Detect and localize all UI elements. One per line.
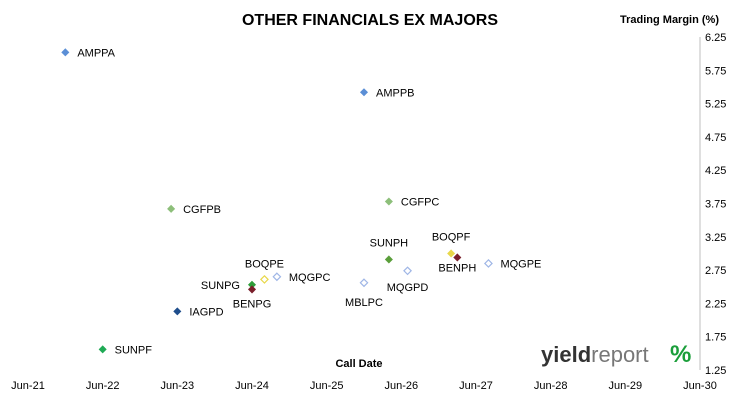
- y-tick-label: 4.75: [705, 132, 726, 144]
- data-point-mblpc: [359, 278, 369, 288]
- x-tick-label: Jun-25: [310, 380, 344, 392]
- data-point-mqgpe: [483, 258, 493, 268]
- chart-title: OTHER FINANCIALS EX MAJORS: [242, 12, 498, 29]
- data-point-mqgpd: [403, 266, 413, 276]
- y-tick-label: 6.25: [705, 32, 726, 44]
- point-label-mblpc: MBLPC: [345, 297, 383, 309]
- y-axis-label: Trading Margin (%): [620, 14, 719, 26]
- point-label-cgfpc: CGFPC: [401, 197, 440, 209]
- data-points: AMPPA AMPPB CGFPB CGFPC SUNPH BOQPF BENPH MQGPE…: [61, 47, 541, 356]
- point-label-mqgpc: MQGPC: [289, 272, 331, 284]
- point-label-sunpf: SUNPF: [115, 344, 153, 356]
- point-label-mqgpd: MQGPD: [387, 282, 429, 294]
- point-label-amppa: AMPPA: [77, 47, 115, 59]
- logo-percent-icon: %: [670, 341, 691, 368]
- data-point-mqgpc: [272, 272, 282, 282]
- x-tick-label: Jun-30: [683, 380, 717, 392]
- x-axis-label: Call Date: [335, 358, 382, 370]
- point-label-boqpf: BOQPF: [432, 231, 471, 243]
- point-label-cgfpb: CGFPB: [183, 204, 221, 216]
- y-tick-label: 2.75: [705, 265, 726, 277]
- x-tick-label: Jun-23: [161, 380, 195, 392]
- x-tick-label: Jun-27: [459, 380, 493, 392]
- data-point-amppa: [61, 48, 70, 57]
- y-tick-label: 2.25: [705, 298, 726, 310]
- point-label-mqgpe: MQGPE: [500, 258, 541, 270]
- data-point-benpg: [247, 285, 257, 294]
- data-point-sunph: [384, 255, 393, 264]
- y-tick-label: 3.25: [705, 232, 726, 244]
- x-tick-label: Jun-29: [609, 380, 643, 392]
- y-tick-label: 4.25: [705, 165, 726, 177]
- x-tick-label: Jun-21: [11, 380, 45, 392]
- data-point-boqpe: [259, 274, 269, 284]
- data-point-cgfpc: [384, 197, 393, 206]
- yieldreport-logo: yieldreport %: [541, 341, 691, 368]
- x-ticks: Jun-21 Jun-22 Jun-23 Jun-24 Jun-25 Jun-26 Jun-…: [11, 380, 717, 392]
- data-point-boqpf: [447, 249, 456, 258]
- data-point-sunpf: [98, 345, 107, 354]
- point-label-iagpd: IAGPD: [189, 306, 223, 318]
- svg-text:yieldreport: yieldreport: [541, 342, 649, 367]
- y-tick-label: 3.75: [705, 199, 726, 211]
- point-label-boqpe: BOQPE: [245, 258, 284, 270]
- y-tick-label: 1.25: [705, 365, 726, 377]
- data-point-amppb: [359, 88, 369, 97]
- data-point-benph: [453, 253, 462, 262]
- point-label-benph: BENPH: [438, 262, 476, 274]
- y-tick-label: 5.25: [705, 99, 726, 111]
- x-tick-label: Jun-24: [235, 380, 269, 392]
- y-tick-label: 5.75: [705, 65, 726, 77]
- logo-yield: yield: [541, 342, 591, 367]
- data-point-cgfpb: [167, 204, 176, 213]
- point-label-amppb: AMPPB: [376, 87, 415, 99]
- logo-report: report: [591, 342, 648, 367]
- y-tick-label: 1.75: [705, 332, 726, 344]
- x-tick-label: Jun-28: [534, 380, 568, 392]
- data-point-iagpd: [173, 307, 182, 316]
- x-tick-label: Jun-22: [86, 380, 120, 392]
- y-ticks: 1.25 1.75 2.25 2.75 3.25 3.75 4.25 4.75 5.25 5.75…: [705, 32, 726, 377]
- point-label-sunph: SUNPH: [370, 237, 409, 249]
- x-tick-label: Jun-26: [385, 380, 419, 392]
- point-label-benpg: BENPG: [233, 298, 272, 310]
- point-label-sunpg: SUNPG: [201, 280, 240, 292]
